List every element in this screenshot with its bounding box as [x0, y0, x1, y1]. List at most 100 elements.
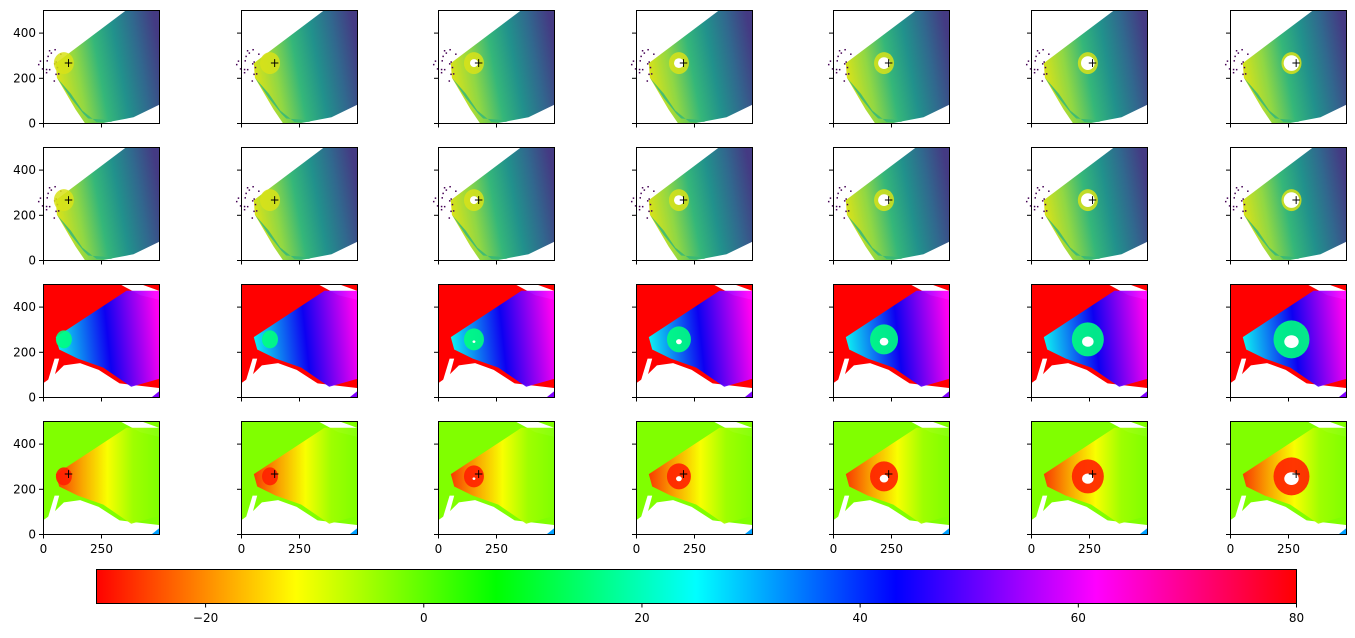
panel: +0 250	[829, 421, 950, 556]
noise-pixel	[246, 50, 249, 52]
x-tick-label: 0	[1227, 542, 1235, 556]
field-lobe	[1243, 77, 1300, 122]
noise-pixel	[245, 55, 247, 58]
noise-pixel	[239, 68, 242, 70]
colorbar-tick-label: 80	[1289, 611, 1304, 625]
noise-pixel	[1044, 66, 1047, 69]
noise-pixel	[1242, 61, 1244, 63]
noise-pixel	[45, 71, 48, 74]
noise-pixel	[1036, 205, 1039, 208]
noise-pixel	[47, 55, 49, 58]
noise-pixel	[440, 205, 443, 208]
noise-pixel	[46, 60, 48, 62]
noise-pixel	[243, 205, 246, 208]
noise-pixel	[251, 63, 254, 65]
noise-pixel	[1038, 189, 1041, 191]
noise-pixel	[246, 205, 249, 208]
noise-pixel	[835, 205, 838, 208]
noise-pixel	[634, 205, 637, 207]
noise-pixel	[641, 205, 644, 208]
noise-pixel	[1232, 68, 1235, 71]
noise-pixel	[443, 50, 446, 52]
masked-region	[1031, 495, 1048, 534]
field-corner	[1339, 391, 1346, 397]
field-corner	[1339, 528, 1346, 534]
noise-pixel	[1242, 73, 1244, 76]
panel: +0 250	[632, 421, 753, 556]
noise-pixel	[630, 200, 633, 203]
noise-pixel	[55, 73, 57, 76]
source-marker: +	[1087, 56, 1097, 70]
noise-pixel	[253, 210, 255, 213]
noise-pixel	[1038, 52, 1041, 54]
masked-region	[636, 495, 653, 534]
masked-region	[43, 500, 159, 534]
x-tick-label: 250	[485, 542, 508, 556]
noise-pixel	[1027, 197, 1030, 199]
noise-pixel	[246, 68, 249, 71]
masked-hole	[674, 58, 684, 69]
field-corner	[152, 391, 159, 397]
field-core	[53, 189, 74, 212]
noise-pixel	[1235, 187, 1238, 189]
noise-pixel	[1237, 52, 1240, 54]
noise-pixel	[1240, 200, 1243, 202]
panel: 0 200 400	[13, 284, 160, 405]
field-lobe	[56, 214, 113, 259]
panel	[434, 284, 555, 402]
panel: +	[1224, 147, 1347, 265]
noise-pixel	[643, 189, 646, 191]
noise-pixel	[255, 210, 258, 212]
noise-pixel	[843, 200, 846, 202]
x-tick-label: 0	[238, 542, 246, 556]
masked-region	[833, 363, 949, 397]
noise-pixel	[840, 52, 843, 54]
noise-pixel	[248, 52, 251, 54]
field-wedge	[253, 427, 357, 524]
noise-pixel	[1232, 205, 1235, 208]
masked-region	[636, 363, 752, 397]
masked-hole	[1284, 472, 1299, 486]
noise-pixel	[452, 210, 455, 212]
noise-pixel	[445, 189, 448, 191]
noise-pixel	[1233, 197, 1235, 199]
field-lobe	[1044, 214, 1101, 259]
y-tick-label: 0	[28, 391, 36, 405]
noise-pixel	[1036, 50, 1039, 52]
noise-pixel	[1034, 197, 1036, 199]
noise-pixel	[648, 61, 650, 63]
noise-pixel	[441, 197, 443, 199]
noise-pixel	[1033, 205, 1036, 208]
source-marker: +	[1291, 193, 1301, 207]
masked-region	[1031, 358, 1048, 397]
y-tick-label: 0	[28, 528, 36, 542]
source-marker: +	[884, 467, 894, 481]
field-wedge	[450, 290, 554, 387]
masked-region	[1230, 358, 1247, 397]
noise-pixel	[1235, 50, 1238, 52]
panel	[237, 284, 358, 402]
field-corner	[350, 391, 357, 397]
noise-pixel	[1234, 192, 1236, 195]
noise-pixel	[845, 61, 847, 63]
colorbar-frame	[96, 569, 1297, 604]
field-wedge	[648, 290, 752, 387]
field-core	[260, 52, 280, 75]
masked-hole	[472, 477, 476, 480]
noise-pixel	[1048, 190, 1050, 192]
x-tick-label: 0	[633, 542, 641, 556]
noise-pixel	[440, 71, 443, 74]
noise-pixel	[243, 71, 246, 74]
field-core	[55, 467, 72, 486]
masked-region	[438, 363, 554, 397]
panel: +	[235, 10, 358, 128]
masked-hole	[1081, 193, 1095, 207]
noise-pixel	[41, 68, 44, 70]
noise-pixel	[1035, 192, 1037, 195]
noise-pixel	[1241, 185, 1243, 188]
noise-pixel	[1042, 185, 1044, 188]
masked-region	[636, 500, 752, 534]
noise-pixel	[243, 208, 246, 211]
noise-pixel	[436, 205, 439, 207]
